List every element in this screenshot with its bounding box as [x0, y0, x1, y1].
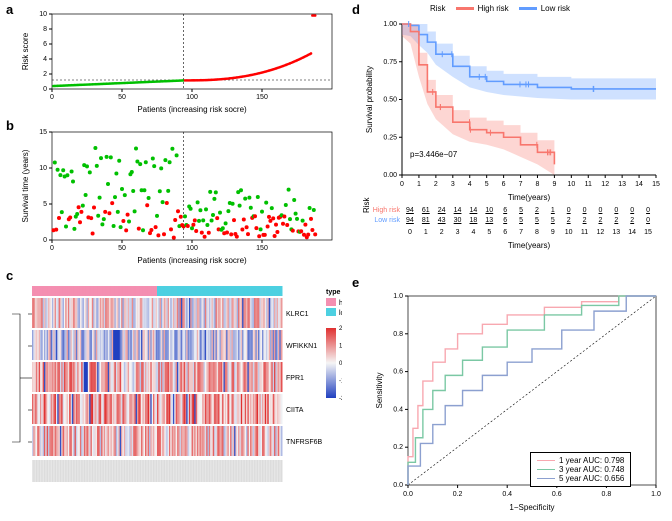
- svg-text:2: 2: [43, 71, 47, 78]
- panel-d-risk-table: RiskHigh risk9461241414106521000000Low r…: [362, 207, 662, 263]
- svg-text:WFIKKN1: WFIKKN1: [286, 343, 317, 350]
- svg-text:1.00: 1.00: [383, 21, 397, 28]
- svg-text:150: 150: [256, 94, 268, 101]
- svg-text:0: 0: [50, 94, 54, 101]
- svg-text:8: 8: [536, 181, 540, 188]
- svg-text:KLRC1: KLRC1: [286, 311, 309, 318]
- svg-text:50: 50: [118, 245, 126, 252]
- svg-text:150: 150: [256, 245, 268, 252]
- svg-text:-1: -1: [339, 379, 342, 385]
- svg-text:0.0: 0.0: [393, 482, 403, 489]
- svg-text:10: 10: [567, 181, 575, 188]
- svg-text:Patients (increasing risk socr: Patients (increasing risk socre): [137, 256, 247, 265]
- svg-text:13: 13: [618, 181, 626, 188]
- panel-d-km: 01234567891011121314150.000.250.500.751.…: [362, 18, 662, 203]
- svg-text:8: 8: [43, 26, 47, 33]
- svg-text:1: 1: [339, 344, 342, 350]
- svg-text:Survival time (years): Survival time (years): [21, 149, 30, 222]
- svg-text:high: high: [339, 300, 342, 307]
- svg-text:100: 100: [186, 245, 198, 252]
- figure-root: a b c d e 0501001500246810Patients (incr…: [0, 0, 672, 521]
- svg-text:TNFRSF6B: TNFRSF6B: [286, 439, 323, 446]
- svg-text:0: 0: [400, 181, 404, 188]
- svg-text:0: 0: [339, 361, 342, 367]
- svg-text:0.6: 0.6: [552, 491, 562, 498]
- svg-text:-2: -2: [339, 396, 342, 402]
- panel-c-label: c: [6, 268, 13, 283]
- svg-text:4: 4: [468, 181, 472, 188]
- svg-text:4: 4: [43, 56, 47, 63]
- svg-text:0.6: 0.6: [393, 369, 403, 376]
- svg-text:0: 0: [43, 237, 47, 244]
- svg-text:10: 10: [39, 11, 47, 18]
- svg-text:Survival probability: Survival probability: [365, 66, 374, 133]
- svg-text:1.0: 1.0: [393, 293, 403, 300]
- legend-high-risk: High risk: [456, 4, 509, 13]
- svg-text:2: 2: [339, 326, 342, 332]
- svg-text:0.8: 0.8: [602, 491, 612, 498]
- panel-b-label: b: [6, 118, 14, 133]
- panel-d-legend: Risk High risk Low risk: [430, 4, 570, 13]
- svg-text:FPR1: FPR1: [286, 375, 304, 382]
- svg-text:11: 11: [585, 181, 592, 188]
- svg-text:0.2: 0.2: [453, 491, 463, 498]
- svg-text:low: low: [339, 310, 342, 317]
- svg-text:0: 0: [43, 86, 47, 93]
- svg-text:Patients (increasing risk socr: Patients (increasing risk socre): [137, 105, 247, 114]
- panel-d-label: d: [352, 2, 360, 17]
- legend-low-risk: Low risk: [519, 4, 570, 13]
- svg-text:0.00: 0.00: [383, 172, 397, 179]
- svg-text:14: 14: [635, 181, 643, 188]
- svg-text:0.25: 0.25: [383, 134, 397, 141]
- svg-text:15: 15: [39, 129, 47, 136]
- svg-text:Time(years): Time(years): [508, 193, 551, 202]
- svg-text:15: 15: [652, 181, 660, 188]
- svg-text:7: 7: [519, 181, 523, 188]
- roc-legend-item: 1 year AUC: 0.798: [537, 456, 624, 465]
- svg-text:5: 5: [485, 181, 489, 188]
- svg-text:0.50: 0.50: [383, 97, 397, 104]
- svg-text:Sensitivity: Sensitivity: [375, 372, 384, 408]
- svg-text:10: 10: [39, 165, 47, 172]
- svg-text:6: 6: [502, 181, 506, 188]
- svg-text:9: 9: [552, 181, 556, 188]
- svg-text:0.0: 0.0: [403, 491, 413, 498]
- panel-c-heatmap: KLRC1 WFIKKN1 FPR1 CIITA TNFRSF6B type high low…: [10, 282, 342, 514]
- svg-text:6: 6: [43, 41, 47, 48]
- panel-e-label: e: [352, 275, 359, 290]
- svg-text:5: 5: [43, 201, 47, 208]
- svg-text:1.0: 1.0: [651, 491, 661, 498]
- svg-text:p=3.446e−07: p=3.446e−07: [410, 150, 458, 159]
- panel-e-legend: 1 year AUC: 0.7983 year AUC: 0.7485 year…: [530, 452, 631, 487]
- svg-text:CIITA: CIITA: [286, 407, 304, 414]
- panel-a-label: a: [6, 2, 13, 17]
- svg-text:1−Specificity: 1−Specificity: [509, 503, 554, 512]
- svg-text:50: 50: [118, 94, 126, 101]
- svg-text:0.8: 0.8: [393, 331, 403, 338]
- svg-text:0.4: 0.4: [502, 491, 512, 498]
- svg-text:3: 3: [451, 181, 455, 188]
- panel-a-chart: 0 50 100 150 0 2 4 6 8 10 Patients (increasing ris…: [18, 10, 338, 115]
- svg-text:0.4: 0.4: [393, 406, 403, 413]
- panel-b-chart: 0 50 100 150 0 5 10 15 Patients (increasing risk…: [18, 128, 338, 266]
- svg-text:100: 100: [186, 94, 198, 101]
- svg-text:0.2: 0.2: [393, 444, 403, 451]
- roc-legend-item: 3 year AUC: 0.748: [537, 465, 624, 474]
- svg-text:2: 2: [434, 181, 438, 188]
- svg-text:0.75: 0.75: [383, 59, 397, 66]
- roc-legend-item: 5 year AUC: 0.656: [537, 474, 624, 483]
- svg-text:0: 0: [50, 245, 54, 252]
- svg-text:12: 12: [601, 181, 609, 188]
- legend-title: Risk: [430, 4, 446, 13]
- svg-text:Risk score: Risk score: [21, 32, 30, 70]
- svg-text:type: type: [326, 289, 341, 296]
- svg-text:1: 1: [417, 181, 421, 188]
